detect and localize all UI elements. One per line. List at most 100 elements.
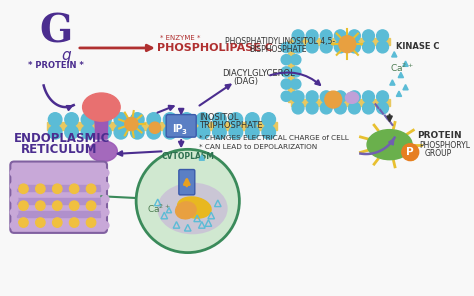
Circle shape bbox=[65, 113, 78, 126]
Bar bbox=[47, 122, 277, 130]
Circle shape bbox=[101, 195, 109, 203]
Text: * CAN LEAD to DEPOLARIZATION: * CAN LEAD to DEPOLARIZATION bbox=[199, 144, 317, 150]
Circle shape bbox=[292, 30, 304, 42]
Circle shape bbox=[348, 30, 360, 42]
Circle shape bbox=[130, 126, 144, 139]
Circle shape bbox=[65, 126, 78, 139]
Text: 3: 3 bbox=[181, 129, 186, 135]
Circle shape bbox=[36, 218, 45, 227]
Polygon shape bbox=[390, 80, 395, 85]
Circle shape bbox=[402, 144, 419, 161]
Circle shape bbox=[19, 218, 28, 227]
Circle shape bbox=[180, 113, 193, 126]
Circle shape bbox=[363, 91, 374, 103]
Text: DIACYLGLYCEROL: DIACYLGLYCEROL bbox=[222, 69, 295, 78]
Circle shape bbox=[320, 91, 332, 103]
Circle shape bbox=[164, 113, 177, 126]
Circle shape bbox=[10, 208, 18, 216]
Circle shape bbox=[291, 42, 301, 53]
Circle shape bbox=[53, 201, 62, 210]
Circle shape bbox=[246, 126, 259, 139]
Circle shape bbox=[101, 182, 109, 190]
Circle shape bbox=[348, 102, 360, 114]
Text: KINASE C: KINASE C bbox=[396, 42, 440, 51]
Text: * PROTEIN *: * PROTEIN * bbox=[28, 61, 84, 70]
Circle shape bbox=[70, 201, 79, 210]
Circle shape bbox=[306, 102, 318, 114]
Circle shape bbox=[363, 30, 374, 42]
Text: IP: IP bbox=[172, 124, 182, 134]
Circle shape bbox=[348, 41, 360, 53]
Bar bbox=[291, 99, 390, 106]
Circle shape bbox=[101, 169, 109, 176]
Text: PROTEIN: PROTEIN bbox=[417, 131, 461, 140]
Circle shape bbox=[10, 182, 18, 190]
Circle shape bbox=[48, 126, 62, 139]
Circle shape bbox=[70, 184, 79, 194]
Circle shape bbox=[86, 201, 96, 210]
Circle shape bbox=[339, 36, 356, 53]
Text: RETICULUM: RETICULUM bbox=[21, 143, 97, 156]
Text: (DAG): (DAG) bbox=[233, 77, 258, 86]
Circle shape bbox=[229, 113, 243, 126]
Circle shape bbox=[19, 184, 28, 194]
Circle shape bbox=[320, 102, 332, 114]
Circle shape bbox=[291, 79, 301, 89]
Text: INOSITOL: INOSITOL bbox=[199, 113, 238, 122]
Circle shape bbox=[325, 91, 342, 108]
Text: PHOSPHOLIPASE C: PHOSPHOLIPASE C bbox=[157, 43, 273, 53]
Circle shape bbox=[363, 102, 374, 114]
Circle shape bbox=[86, 218, 96, 227]
Circle shape bbox=[292, 102, 304, 114]
Circle shape bbox=[292, 91, 304, 103]
Text: TRIPHOSPHATE: TRIPHOSPHATE bbox=[199, 121, 263, 130]
Circle shape bbox=[334, 102, 346, 114]
Circle shape bbox=[292, 41, 304, 53]
Ellipse shape bbox=[89, 141, 118, 162]
Circle shape bbox=[281, 91, 292, 101]
Circle shape bbox=[196, 113, 210, 126]
Circle shape bbox=[306, 41, 318, 53]
Circle shape bbox=[147, 113, 161, 126]
Ellipse shape bbox=[82, 93, 120, 121]
Circle shape bbox=[262, 126, 275, 139]
Circle shape bbox=[86, 184, 96, 194]
Circle shape bbox=[377, 30, 389, 42]
Circle shape bbox=[81, 113, 95, 126]
Circle shape bbox=[101, 208, 109, 216]
Ellipse shape bbox=[157, 183, 228, 234]
Circle shape bbox=[81, 126, 95, 139]
Circle shape bbox=[334, 30, 346, 42]
Circle shape bbox=[149, 122, 161, 133]
Bar bbox=[291, 38, 390, 45]
Circle shape bbox=[101, 222, 109, 229]
Circle shape bbox=[53, 184, 62, 194]
Ellipse shape bbox=[178, 197, 211, 218]
Circle shape bbox=[10, 169, 18, 176]
Circle shape bbox=[213, 126, 226, 139]
Circle shape bbox=[281, 67, 292, 77]
Circle shape bbox=[114, 126, 128, 139]
Circle shape bbox=[306, 30, 318, 42]
Ellipse shape bbox=[346, 92, 359, 103]
Polygon shape bbox=[396, 91, 401, 96]
Bar bbox=[17, 198, 100, 204]
Circle shape bbox=[246, 113, 259, 126]
FancyBboxPatch shape bbox=[10, 162, 107, 233]
Circle shape bbox=[291, 67, 301, 77]
Circle shape bbox=[334, 91, 346, 103]
Text: PHOSPHORYL: PHOSPHORYL bbox=[419, 141, 471, 150]
Circle shape bbox=[98, 126, 111, 139]
Text: CVTOPLASM: CVTOPLASM bbox=[162, 152, 214, 161]
Polygon shape bbox=[403, 85, 408, 90]
Bar bbox=[17, 185, 100, 191]
Circle shape bbox=[334, 41, 346, 53]
Text: G: G bbox=[39, 13, 73, 51]
Circle shape bbox=[136, 149, 239, 252]
Circle shape bbox=[36, 201, 45, 210]
Circle shape bbox=[281, 42, 292, 53]
Circle shape bbox=[348, 91, 360, 103]
Circle shape bbox=[98, 113, 111, 126]
Text: PHOSPHATIDYLINOSITOL 4,5-: PHOSPHATIDYLINOSITOL 4,5- bbox=[225, 37, 336, 46]
Circle shape bbox=[281, 55, 292, 65]
